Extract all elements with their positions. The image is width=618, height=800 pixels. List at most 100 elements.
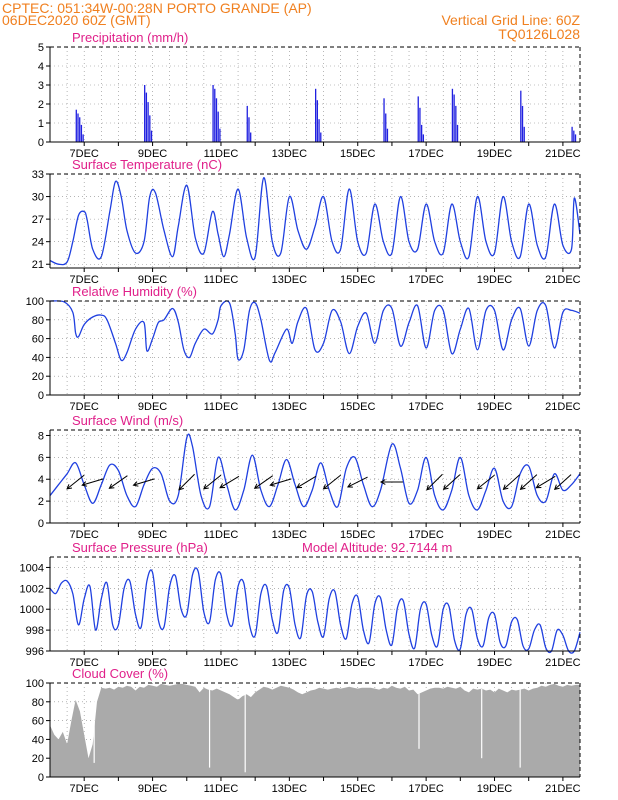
y-tick-label: 0 bbox=[38, 137, 44, 149]
wind-vector bbox=[536, 475, 556, 489]
series-line bbox=[49, 177, 581, 266]
y-tick-label: 80 bbox=[32, 697, 44, 709]
y-tick-label: 40 bbox=[32, 734, 44, 746]
x-tick-label: 13DEC bbox=[272, 657, 308, 669]
y-tick-label: 4 bbox=[38, 474, 44, 486]
x-tick-label: 17DEC bbox=[408, 529, 444, 541]
series-line bbox=[49, 300, 581, 363]
y-tick-label: 60 bbox=[32, 716, 44, 728]
y-tick-label: 1002 bbox=[20, 583, 44, 595]
x-tick-label: 15DEC bbox=[340, 148, 376, 160]
wind-vector-head bbox=[296, 483, 303, 489]
panel-4: Surface Wind (m/s) 0 2 4 6 8 7DEC 9DEC 11DEC 13DE… bbox=[38, 413, 581, 541]
x-tick-label: 9DEC bbox=[138, 657, 167, 669]
wind-vector-head bbox=[178, 484, 184, 491]
precip-bar bbox=[246, 105, 248, 142]
x-tick-label: 9DEC bbox=[138, 783, 167, 795]
wind-vector bbox=[443, 474, 461, 490]
x-tick-label: 19DEC bbox=[477, 274, 513, 286]
precip-bar bbox=[574, 134, 577, 142]
y-tick-label: 998 bbox=[26, 625, 44, 637]
cloud-area bbox=[50, 683, 580, 777]
wind-vector bbox=[347, 476, 368, 488]
x-tick-label: 11DEC bbox=[204, 783, 239, 795]
precip-bar bbox=[316, 100, 319, 142]
precip-bar bbox=[149, 115, 151, 142]
precip-bar bbox=[456, 124, 459, 142]
precip-bar bbox=[80, 124, 83, 142]
y-tick-label: 3 bbox=[38, 80, 44, 92]
panel-3: Relative Humidity (%) 0 20 40 60 80 100 7DEC 9DE… bbox=[26, 284, 581, 413]
y-tick-label: 24 bbox=[32, 237, 44, 249]
precip-bar bbox=[386, 128, 389, 142]
x-tick-label: 13DEC bbox=[272, 401, 308, 413]
x-tick-label: 21DEC bbox=[545, 529, 581, 541]
y-tick-label: 60 bbox=[32, 334, 44, 346]
series-line bbox=[49, 567, 581, 654]
wind-vector bbox=[296, 475, 317, 489]
precip-bar bbox=[422, 134, 425, 142]
wind-vector-head bbox=[553, 484, 560, 491]
wind-vector bbox=[503, 474, 521, 490]
x-tick-label: 19DEC bbox=[477, 657, 513, 669]
x-tick-label: 21DEC bbox=[545, 783, 581, 795]
x-tick-label: 9DEC bbox=[138, 401, 167, 413]
x-tick-label: 11DEC bbox=[204, 529, 239, 541]
precip-bar bbox=[571, 126, 573, 142]
wind-vector bbox=[203, 474, 222, 490]
y-tick-label: 4 bbox=[38, 61, 44, 73]
wind-vector-head bbox=[442, 484, 449, 491]
panel-title: Cloud Cover (%) bbox=[72, 666, 168, 681]
x-tick-label: 7DEC bbox=[70, 657, 99, 669]
grid-note: Vertical Grid Line: 60Z bbox=[441, 12, 580, 28]
panel-1: Precipitation (mm/h) 0 1 2 3 4 5 7DEC 9DEC 11DEC 1… bbox=[38, 30, 581, 160]
panel-title: Surface Wind (m/s) bbox=[72, 413, 183, 428]
wind-vector-head bbox=[203, 484, 209, 490]
wind-vector bbox=[270, 478, 292, 486]
x-tick-label: 13DEC bbox=[272, 529, 308, 541]
y-tick-label: 2 bbox=[38, 99, 44, 111]
panel-6: Cloud Cover (%) 0 20 40 60 80 100 7DEC 9DEC 11DEC… bbox=[26, 666, 581, 795]
wind-vector-head bbox=[426, 484, 432, 491]
x-tick-label: 19DEC bbox=[477, 401, 513, 413]
x-tick-label: 11DEC bbox=[204, 274, 239, 286]
wind-vector-head bbox=[269, 481, 276, 487]
wind-vector-head bbox=[132, 481, 139, 487]
precip-bar bbox=[315, 88, 317, 142]
x-tick-label: 17DEC bbox=[408, 657, 444, 669]
precip-bar bbox=[453, 94, 455, 142]
y-tick-label: 1000 bbox=[20, 604, 44, 616]
x-tick-label: 9DEC bbox=[138, 148, 167, 160]
panel-title: Surface Pressure (hPa) bbox=[72, 540, 208, 555]
panel-annotation: Model Altitude: 92.7144 m bbox=[302, 540, 452, 555]
x-tick-label: 19DEC bbox=[477, 148, 513, 160]
x-tick-label: 13DEC bbox=[272, 783, 308, 795]
model-code: TQ0126L028 bbox=[498, 26, 580, 42]
precip-bar bbox=[215, 98, 218, 142]
wind-vector bbox=[133, 478, 155, 486]
precip-bar bbox=[520, 90, 522, 142]
precip-bar bbox=[573, 130, 575, 142]
y-tick-label: 80 bbox=[32, 315, 44, 327]
wind-vector-head bbox=[535, 483, 542, 489]
wind-vector-head bbox=[322, 484, 329, 490]
y-tick-label: 0 bbox=[38, 390, 44, 402]
y-tick-label: 27 bbox=[32, 214, 44, 226]
wind-vector-head bbox=[81, 481, 88, 487]
y-tick-label: 20 bbox=[32, 371, 44, 383]
precip-bar bbox=[417, 96, 419, 142]
y-tick-label: 2 bbox=[38, 496, 44, 508]
x-tick-label: 15DEC bbox=[340, 274, 376, 286]
panel-title: Precipitation (mm/h) bbox=[72, 30, 188, 45]
meteogram-header: CPTEC: 051:34W-00:28N PORTO GRANDE (AP) … bbox=[2, 0, 580, 42]
y-tick-label: 8 bbox=[38, 430, 44, 442]
x-tick-label: 9DEC bbox=[138, 529, 167, 541]
y-tick-label: 1 bbox=[38, 118, 44, 130]
x-tick-label: 13DEC bbox=[272, 274, 308, 286]
precip-bar bbox=[385, 113, 387, 142]
y-tick-label: 20 bbox=[32, 753, 44, 765]
precip-bar bbox=[451, 88, 454, 142]
wind-vector bbox=[219, 475, 240, 489]
y-tick-label: 0 bbox=[38, 518, 44, 530]
